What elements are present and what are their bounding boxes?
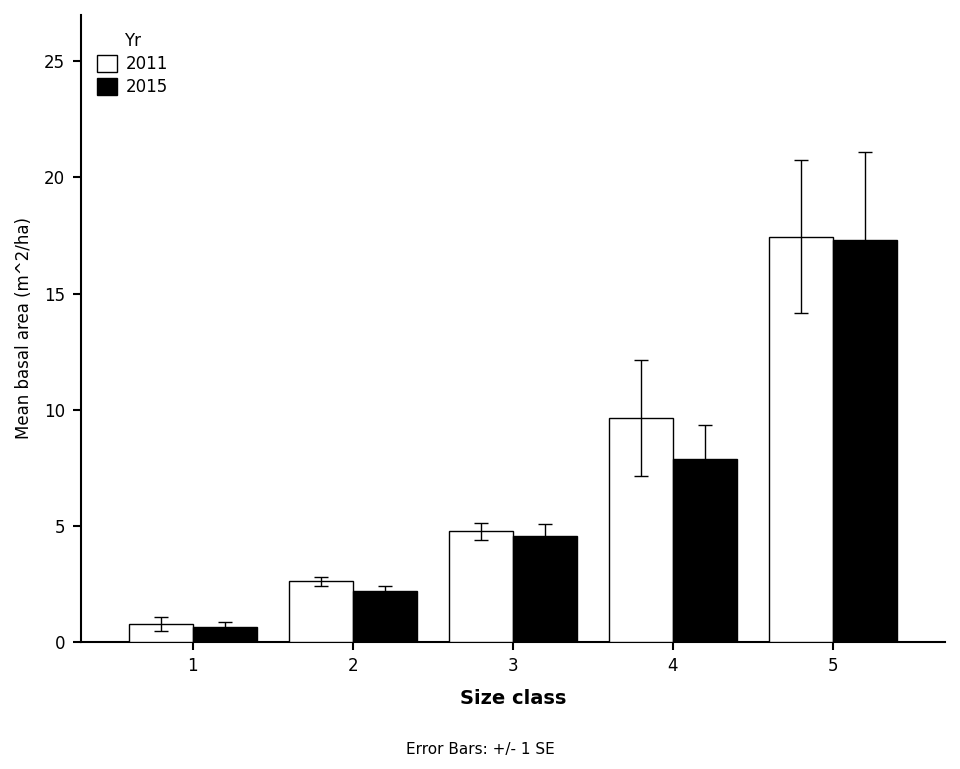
Bar [448, 531, 513, 641]
Y-axis label: Mean basal area (m^2/ha): Mean basal area (m^2/ha) [15, 218, 33, 439]
Bar [289, 581, 352, 641]
X-axis label: Size class: Size class [460, 689, 566, 707]
Bar [609, 418, 673, 641]
Bar [673, 460, 737, 641]
Bar [352, 591, 417, 641]
Legend: 2011, 2015: 2011, 2015 [89, 23, 177, 105]
Bar [193, 627, 256, 641]
Bar [769, 237, 833, 641]
Bar [129, 624, 193, 641]
Bar [513, 536, 577, 641]
Text: Error Bars: +/- 1 SE: Error Bars: +/- 1 SE [406, 742, 554, 757]
Bar [833, 240, 897, 641]
